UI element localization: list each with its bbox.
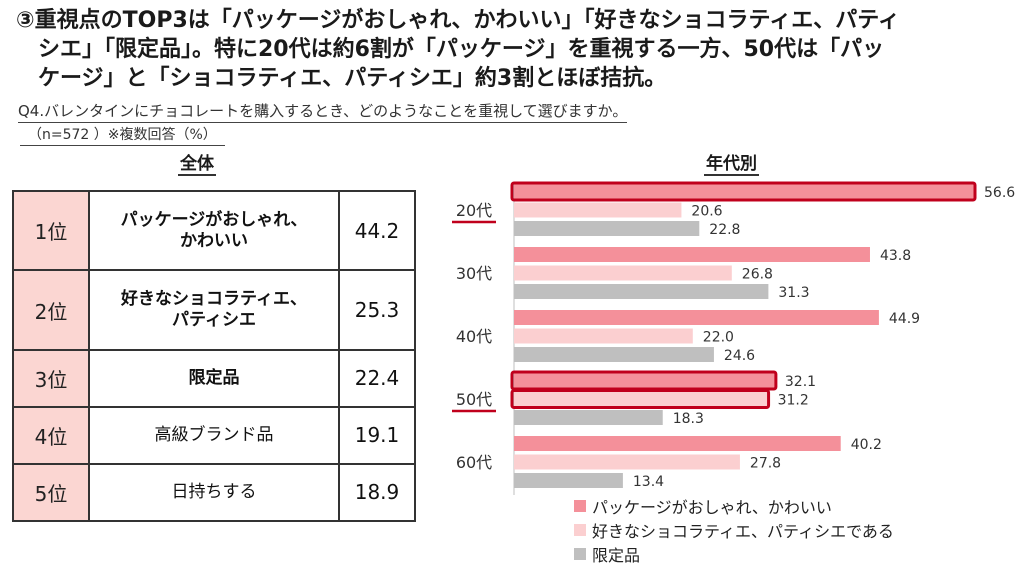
category-label: 20代 [456, 201, 492, 220]
legend-item: 限定品 [574, 542, 894, 566]
age-group-bar-chart: 20代 56.6 20.6 22.8 30代 43.8 26.8 31.3 40代 44.9 22.… [452, 181, 1015, 495]
ranking-row: 3位 限定品 22.4 [12, 348, 416, 408]
rank-value: 44.2 [338, 189, 416, 272]
bar [514, 247, 870, 262]
bar [514, 347, 714, 362]
category-label: 30代 [456, 264, 492, 283]
legend-label: パッケージがおしゃれ、かわいい [592, 498, 832, 517]
data-label: 26.8 [742, 267, 773, 283]
rank-label: 1位 [12, 189, 90, 272]
rank-value: 25.3 [338, 269, 416, 351]
bar [514, 310, 879, 325]
headline: ③重視点のTOP3は「パッケージがおしゃれ、かわいい」「好きなショコラティエ、パ… [16, 6, 1026, 93]
bar-highlight-frame [510, 389, 771, 409]
bar [514, 284, 769, 299]
bar-highlight-frame [510, 181, 977, 202]
legend-swatch [574, 524, 586, 536]
survey-question: Q4.バレンタインにチョコレートを購入するとき、どのようなことを重視して選びます… [18, 100, 628, 123]
headline-line-3: ケージ」と「ショコラティエ、パティシエ」約3割とほぼ拮抗。 [38, 66, 667, 91]
legend-label: 限定品 [592, 546, 641, 565]
data-label: 40.2 [851, 437, 882, 453]
bar [514, 184, 974, 199]
bar [514, 328, 693, 344]
rank-item: 好きなショコラティエ、 パティシエ [88, 269, 340, 351]
by-age-title: 年代別 [704, 154, 759, 176]
legend-item: 好きなショコラティエ、パティシエである [574, 518, 894, 542]
category-label: 60代 [456, 453, 492, 472]
rank-item: 高級ブランド品 [88, 405, 340, 465]
data-label: 13.4 [633, 474, 664, 490]
ranking-row: 4位 高級ブランド品 19.1 [12, 405, 416, 465]
legend-swatch [574, 500, 586, 512]
rank-label: 2位 [12, 269, 90, 351]
rank-item-line-1: パッケージがおしゃれ、 [120, 209, 308, 230]
data-label: 20.6 [691, 204, 722, 220]
bar [514, 221, 700, 236]
rank-item: 限定品 [88, 348, 340, 408]
rank-value: 22.4 [338, 348, 416, 408]
data-label: 31.3 [778, 285, 809, 301]
rank-item-line-1: 限定品 [188, 367, 240, 388]
bar [514, 473, 623, 488]
bar [514, 265, 732, 281]
data-label: 22.8 [709, 222, 740, 238]
chart-legend: パッケージがおしゃれ、かわいい好きなショコラティエ、パティシエである 限定品 [574, 494, 894, 566]
overall-ranking-table: 1位 パッケージがおしゃれ、 かわいい 44.2 2位 好きなショコラティエ、 パティシエ 2… [12, 189, 416, 523]
rank-value: 18.9 [338, 462, 416, 523]
bar [514, 373, 775, 388]
rank-label: 4位 [12, 405, 90, 465]
data-label: 22.0 [703, 330, 734, 346]
sample-note: （n=572 ）※複数回答（%） [20, 124, 225, 146]
rank-item-line-1: 高級ブランド品 [154, 424, 274, 445]
bar [514, 454, 740, 470]
legend-swatch [574, 548, 586, 560]
rank-item-line-1: 日持ちする [171, 481, 257, 502]
data-label: 56.6 [984, 185, 1015, 201]
data-label: 44.9 [889, 311, 920, 327]
bar [514, 202, 682, 218]
legend-label: 好きなショコラティエ、パティシエである [592, 522, 894, 541]
headline-line-2: シエ」「限定品」。特に20代は約6割が「パッケージ」を重視する一方、50代は「パ… [38, 37, 885, 62]
category-label: 40代 [456, 327, 492, 346]
category-label: 50代 [456, 390, 492, 409]
rank-item: 日持ちする [88, 462, 340, 523]
data-label: 32.1 [785, 374, 816, 390]
bar [514, 391, 768, 407]
data-label: 27.8 [750, 456, 781, 472]
overall-title: 全体 [178, 154, 216, 176]
rank-item: パッケージがおしゃれ、 かわいい [88, 189, 340, 272]
data-label: 31.2 [778, 393, 809, 409]
ranking-row: 1位 パッケージがおしゃれ、 かわいい 44.2 [12, 189, 416, 272]
rank-item-line-2: かわいい [180, 230, 248, 251]
ranking-row: 2位 好きなショコラティエ、 パティシエ 25.3 [12, 269, 416, 351]
bar [514, 410, 663, 425]
data-label: 18.3 [673, 411, 704, 427]
rank-item-line-1: 好きなショコラティエ、 [121, 289, 307, 310]
data-label: 24.6 [724, 348, 755, 364]
rank-label: 3位 [12, 348, 90, 408]
data-label: 43.8 [880, 248, 911, 264]
headline-line-1: ③重視点のTOP3は「パッケージがおしゃれ、かわいい」「好きなショコラティエ、パ… [16, 8, 900, 33]
rank-value: 19.1 [338, 405, 416, 465]
rank-label: 5位 [12, 462, 90, 523]
bar [514, 436, 841, 451]
rank-item-line-2: パティシエ [172, 310, 256, 331]
ranking-row: 5位 日持ちする 18.9 [12, 462, 416, 523]
legend-item: パッケージがおしゃれ、かわいい [574, 494, 894, 518]
